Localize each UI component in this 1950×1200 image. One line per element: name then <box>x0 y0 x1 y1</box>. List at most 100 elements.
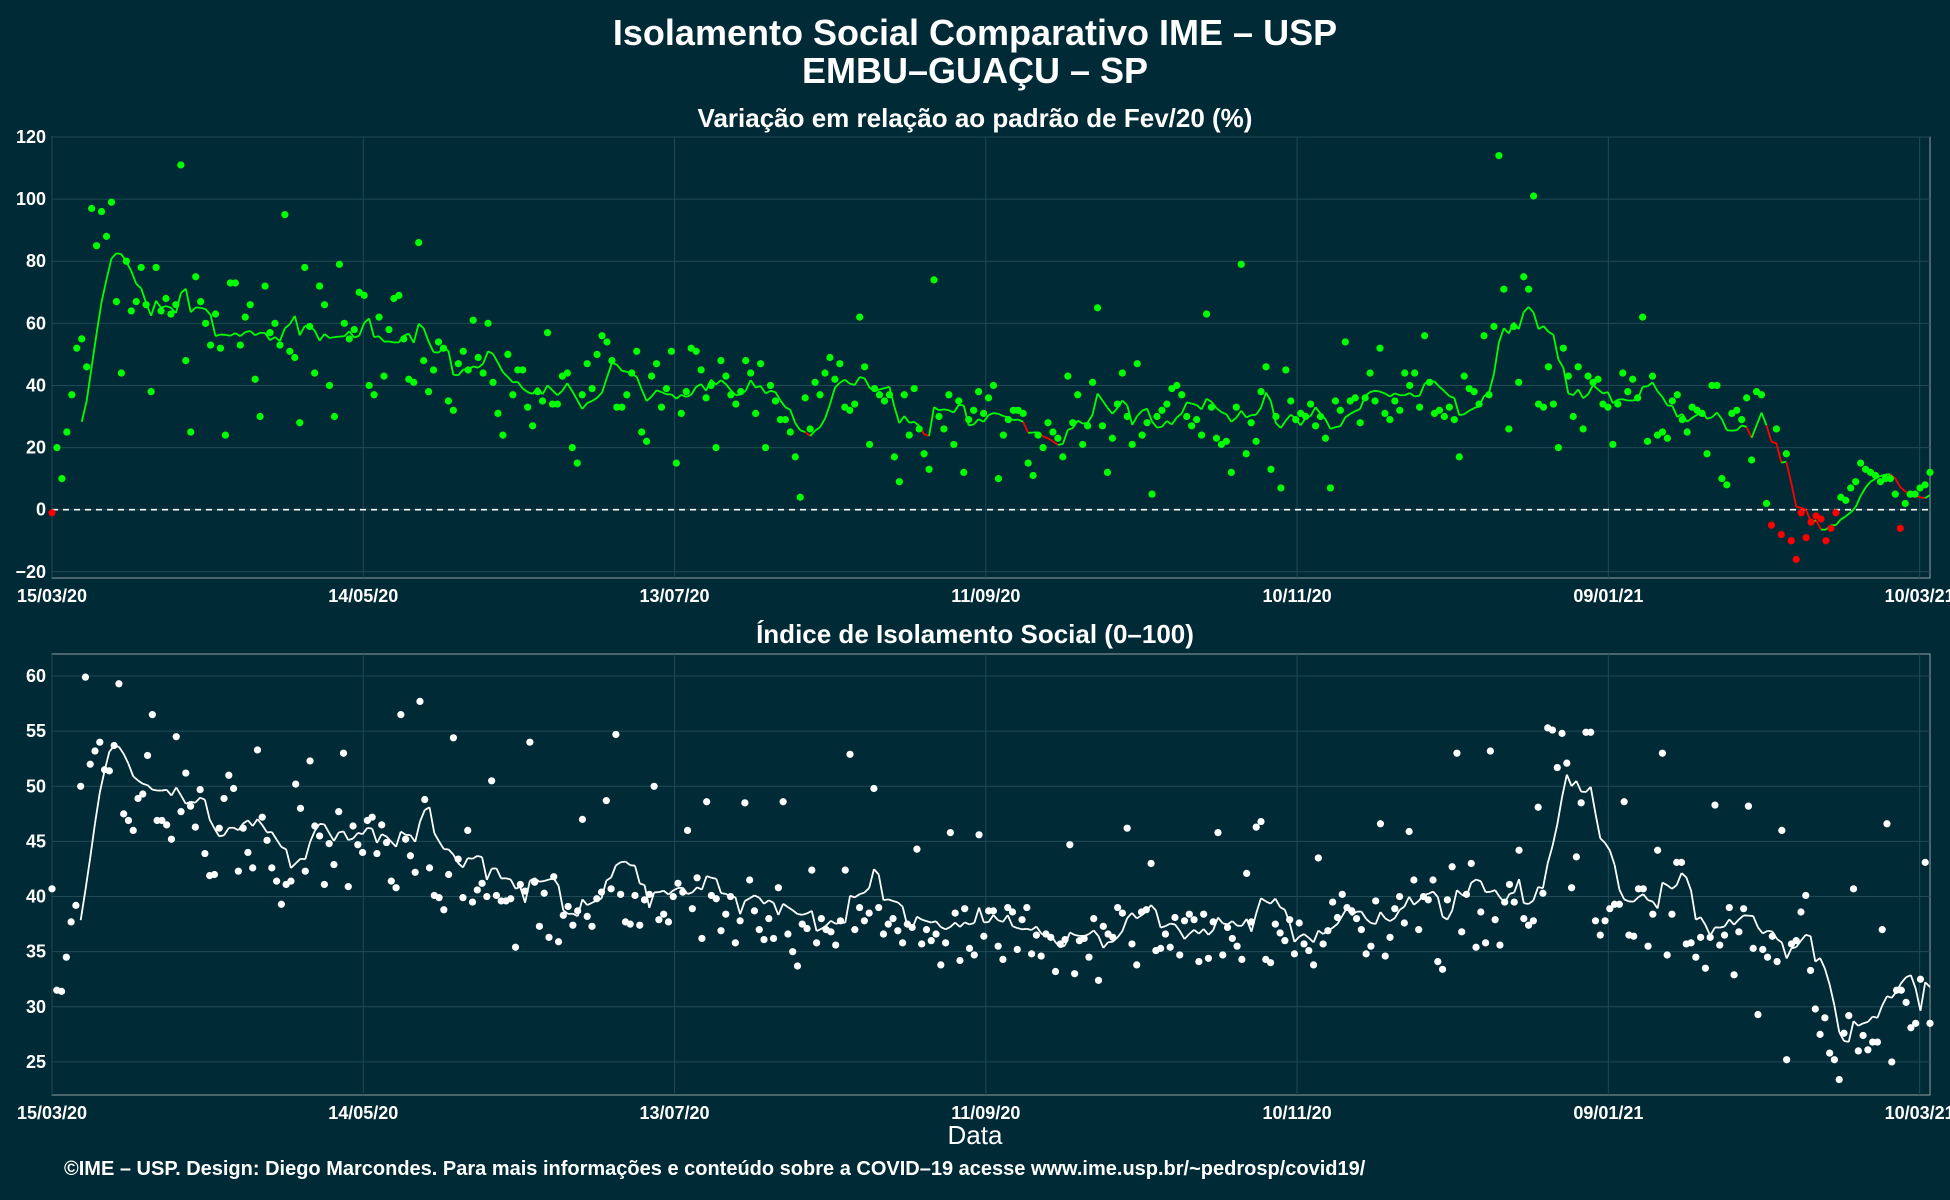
index-data-point <box>1266 959 1275 967</box>
variation-data-point <box>524 403 532 411</box>
index-moving-average-segment <box>792 909 799 915</box>
variation-data-point <box>132 297 140 306</box>
index-moving-average-segment <box>1618 889 1625 900</box>
variation-data-point <box>499 431 507 439</box>
variation-moving-average-segment <box>245 330 251 334</box>
variation-data-point <box>1311 422 1320 430</box>
variation-moving-average-segment <box>1781 460 1787 464</box>
variation-data-point <box>350 325 358 334</box>
index-moving-average-segment <box>1791 946 1797 950</box>
variation-data-point <box>137 263 145 272</box>
index-data-point <box>1376 820 1385 828</box>
variation-moving-average-segment <box>1121 399 1128 407</box>
variation-data-point <box>439 344 448 352</box>
variation-data-point <box>776 416 785 424</box>
variation-data-point <box>1569 412 1577 421</box>
index-y-tick-label: 30 <box>26 997 46 1017</box>
index-moving-average-segment <box>605 876 612 882</box>
variation-data-point <box>1064 372 1072 380</box>
index-data-point <box>1319 940 1327 948</box>
index-data-point <box>1577 799 1585 807</box>
index-data-point <box>660 910 668 918</box>
index-data-point <box>287 877 295 885</box>
variation-data-point <box>375 313 383 321</box>
index-moving-average-segment <box>1570 780 1578 787</box>
index-moving-average-segment <box>342 830 350 841</box>
index-data-point <box>186 802 195 810</box>
variation-moving-average-segment <box>834 382 841 389</box>
variation-data-point <box>1767 521 1776 529</box>
variation-moving-average-segment <box>804 431 811 437</box>
variation-moving-average-segment <box>616 364 623 372</box>
variation-panel: 15/03/20 14/05/20 13/07/20 11/09/20 10/11/20… <box>15 127 1950 606</box>
variation-data-point <box>1118 369 1126 377</box>
variation-moving-average-segment <box>1721 418 1728 431</box>
variation-moving-average-segment <box>1582 393 1589 400</box>
index-data-point <box>1548 726 1557 734</box>
index-moving-average-segment <box>118 746 125 755</box>
index-moving-average-segment <box>1828 984 1836 1006</box>
variation-data-point <box>737 388 745 396</box>
index-data-point <box>827 928 835 936</box>
variation-data-point <box>1926 468 1934 477</box>
variation-data-point <box>127 307 135 315</box>
variation-data-point <box>960 468 968 477</box>
variation-data-point <box>1505 425 1513 433</box>
variation-data-point <box>177 161 185 169</box>
index-moving-average-segment <box>1523 902 1529 905</box>
variation-data-point <box>836 360 844 368</box>
index-moving-average-segment <box>711 876 717 880</box>
index-moving-average-segment <box>663 890 670 896</box>
index-data-point <box>449 734 458 742</box>
index-moving-average-segment <box>1795 940 1802 948</box>
variation-moving-average-segment <box>343 330 350 337</box>
index-data-point <box>406 852 414 860</box>
variation-data-point <box>1207 403 1216 411</box>
variation-data-point <box>1123 412 1131 421</box>
index-data-point <box>1778 826 1786 835</box>
variation-data-point <box>340 319 348 327</box>
variation-moving-average-segment <box>1835 518 1842 526</box>
index-moving-average-segment <box>338 830 344 834</box>
index-moving-average-segment <box>1833 1005 1841 1033</box>
variation-data-point <box>816 391 824 399</box>
index-moving-average-segment <box>691 886 698 894</box>
index-data-point <box>220 794 228 803</box>
variation-data-point <box>1049 428 1057 436</box>
variation-moving-average-segment <box>482 350 489 365</box>
index-data-point <box>1099 922 1107 930</box>
index-data-point <box>726 892 735 901</box>
variation-moving-average-segment <box>358 322 366 337</box>
index-moving-average-segment <box>447 848 455 856</box>
index-data-point <box>1032 931 1040 939</box>
variation-data-point <box>395 291 403 299</box>
index-data-point <box>564 902 572 911</box>
variation-data-point <box>271 319 279 327</box>
index-moving-average-segment <box>1599 837 1606 844</box>
variation-data-point <box>1416 403 1424 411</box>
index-data-point <box>1759 945 1767 954</box>
index-moving-average-segment <box>1293 936 1300 943</box>
variation-data-point <box>1871 471 1880 480</box>
index-data-point <box>1654 846 1662 854</box>
variation-data-point <box>400 335 408 343</box>
variation-data-point <box>1108 434 1117 442</box>
variation-data-point <box>296 419 304 427</box>
index-y-tick-label: 50 <box>26 776 46 796</box>
variation-data-point <box>464 366 472 374</box>
variation-moving-average-segment <box>348 330 355 339</box>
index-data-point <box>62 953 70 961</box>
index-moving-average-segment <box>395 831 402 848</box>
variation-data-point <box>1178 391 1186 399</box>
variation-data-point <box>122 257 130 265</box>
index-moving-average-segment <box>89 823 96 858</box>
index-moving-average-segment <box>1762 930 1768 935</box>
variation-moving-average-segment <box>1760 412 1768 426</box>
index-data-point <box>698 934 706 943</box>
index-data-point <box>1806 966 1815 975</box>
variation-data-point <box>657 403 666 411</box>
variation-data-point <box>1624 388 1632 396</box>
variation-data-point <box>1634 394 1642 402</box>
variation-data-point <box>761 443 770 452</box>
